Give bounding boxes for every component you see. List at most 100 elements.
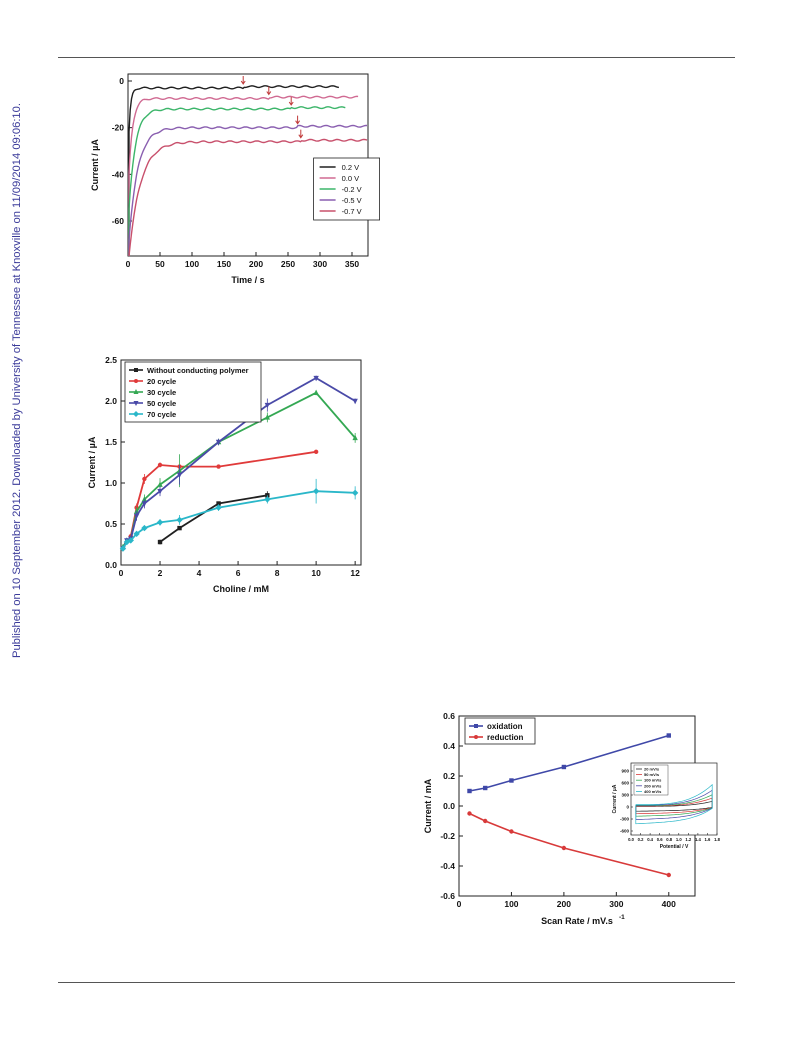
- top-rule: [58, 57, 735, 58]
- series-line: [128, 85, 340, 256]
- x-tick-label: 6: [236, 568, 241, 578]
- y-tick-label: 1.5: [105, 437, 117, 447]
- x-axis-label-superscript: -1: [619, 914, 625, 921]
- data-point: [666, 733, 671, 738]
- data-point: [215, 439, 222, 446]
- x-tick-label: 100: [185, 259, 199, 269]
- legend-box: [464, 717, 536, 745]
- data-point: [264, 402, 271, 409]
- inset-x-tick-label: 1.0: [676, 837, 682, 842]
- data-point: [313, 375, 319, 382]
- series-line: [128, 106, 346, 256]
- x-tick-label: 2: [158, 568, 163, 578]
- y-tick-label: 0: [119, 76, 124, 86]
- inset-x-tick-label: 0.2: [638, 837, 644, 842]
- data-point: [666, 872, 671, 878]
- chart-current-vs-scan-rate: 0 100 200 300 4000.60.40.20.0-0.2-0.4-0.6Sca…: [423, 711, 721, 926]
- sidebar-publication-note: Published on 10 September 2012. Download…: [4, 40, 24, 660]
- y-tick-label: -40: [112, 169, 125, 179]
- y-tick-label: 0.4: [443, 741, 455, 751]
- series-line: [128, 138, 368, 257]
- x-tick-label: 200: [557, 899, 571, 909]
- data-point: [509, 829, 514, 834]
- x-tick-label: 10: [311, 568, 321, 578]
- injection-arrow: [240, 76, 246, 85]
- inset-y-axis-label: Current / µA: [612, 784, 618, 813]
- x-tick-label: 0: [126, 259, 131, 269]
- figure-chronoamperometry: 0 50 100 150 200 250 300 350 0 -20 -40 -60 Time / s C…: [78, 62, 381, 295]
- injection-arrow: [288, 97, 294, 106]
- inset-y-tick-label: -600: [620, 829, 630, 834]
- legend-box: [124, 361, 262, 423]
- x-axis-label: Choline / mM: [213, 584, 269, 594]
- inset-y-tick-label: 300: [621, 793, 629, 798]
- y-tick-label: -20: [112, 123, 125, 133]
- data-point: [133, 530, 140, 538]
- data-point: [467, 811, 472, 816]
- data-point: [216, 464, 221, 469]
- legend-label: 70 cycle: [147, 410, 176, 419]
- data-point: [264, 496, 271, 503]
- legend-label: -0.7 V: [342, 207, 362, 216]
- inset-x-axis-label: Potential / V: [660, 844, 689, 850]
- legend-label: oxidation: [487, 722, 523, 731]
- legend-marker: [133, 389, 139, 394]
- y-tick-label: -0.6: [440, 891, 455, 901]
- inset-legend-label: 400 mV/s: [644, 789, 662, 794]
- data-point: [157, 489, 163, 495]
- series-line: [128, 124, 367, 256]
- data-point: [352, 398, 358, 405]
- x-tick-label: 4: [197, 568, 202, 578]
- y-tick-label: 0.0: [105, 560, 117, 570]
- chart-current-vs-time: 0 50 100 150 200 250 300 350 0 -20 -40 -60 Time / s C…: [90, 73, 381, 285]
- y-tick-label: -0.4: [440, 861, 455, 871]
- inset-x-tick-label: 0.4: [647, 837, 653, 842]
- y-tick-label: 0.2: [443, 771, 455, 781]
- y-tick-label: 1.0: [105, 478, 117, 488]
- data-point: [351, 489, 359, 497]
- data-point: [483, 818, 488, 824]
- series-line: [159, 494, 268, 543]
- x-tick-label: 100: [504, 899, 518, 909]
- bottom-rule: [58, 982, 735, 983]
- data-point: [133, 513, 140, 519]
- data-point: [265, 493, 270, 498]
- y-tick-label: -0.2: [440, 831, 455, 841]
- x-axis-label: Time / s: [231, 275, 264, 285]
- y-axis-label: Current / µA: [87, 436, 97, 488]
- legend-marker: [134, 368, 138, 372]
- legend-label: -0.2 V: [342, 185, 362, 194]
- data-point: [177, 525, 182, 531]
- x-tick-label: 50: [155, 259, 165, 269]
- legend-marker: [474, 724, 478, 728]
- figure-choline-calibration: 0 2 4 6 8 10 12 0.0 0.5 1.0 1.5 2.0 2.5 Choline / mM C…: [78, 352, 378, 609]
- legend-marker: [134, 379, 138, 383]
- x-tick-label: 400: [662, 899, 676, 909]
- data-point: [141, 501, 148, 507]
- data-point: [509, 778, 514, 783]
- data-point: [176, 516, 183, 524]
- legend-label: -0.5 V: [342, 196, 362, 205]
- data-point: [483, 785, 488, 791]
- inset-y-tick-label: -300: [620, 817, 630, 822]
- data-point: [142, 476, 147, 482]
- data-point: [157, 481, 163, 487]
- injection-arrow: [266, 86, 272, 96]
- x-tick-label: 8: [275, 568, 280, 578]
- data-point: [313, 389, 319, 395]
- y-tick-label: 0.6: [443, 711, 455, 721]
- y-axis-label: Current / µA: [90, 139, 100, 191]
- inset-y-tick-label: 900: [621, 769, 629, 774]
- y-axis-label: Current / mA: [423, 778, 433, 833]
- inset-x-tick-label: 1.8: [714, 837, 720, 842]
- x-axis-label: Scan Rate / mV.s: [541, 916, 613, 926]
- data-point: [561, 764, 567, 770]
- x-tick-label: 250: [281, 259, 295, 269]
- legend-marker: [474, 735, 478, 739]
- inset-x-tick-label: 0.8: [666, 837, 672, 842]
- data-point: [561, 845, 567, 851]
- data-point: [216, 501, 221, 506]
- injection-arrow: [295, 115, 301, 125]
- y-tick-label: 0.0: [443, 801, 455, 811]
- x-tick-label: 300: [609, 899, 623, 909]
